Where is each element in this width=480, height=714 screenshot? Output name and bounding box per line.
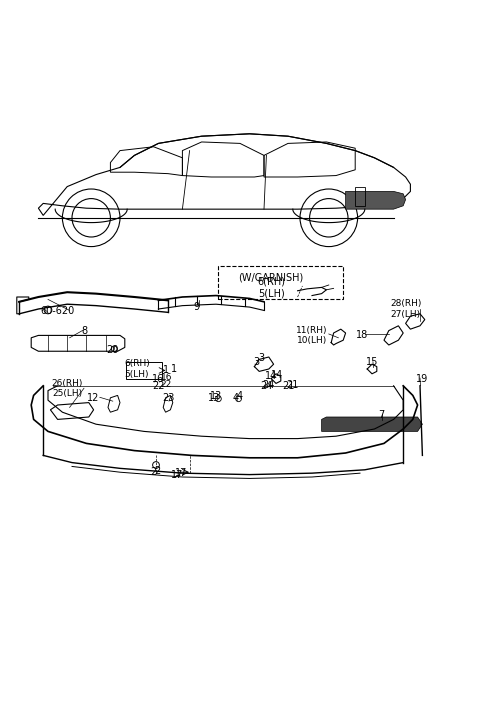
Text: 11(RH)
10(LH): 11(RH) 10(LH) bbox=[296, 326, 328, 345]
Text: 21: 21 bbox=[287, 380, 299, 390]
Text: 17: 17 bbox=[175, 468, 188, 478]
Text: 21: 21 bbox=[282, 381, 294, 391]
Text: 12: 12 bbox=[87, 393, 100, 403]
Text: 2: 2 bbox=[154, 466, 161, 476]
Text: (W/GARNISH): (W/GARNISH) bbox=[239, 273, 304, 283]
Text: 13: 13 bbox=[207, 393, 220, 403]
Text: 4: 4 bbox=[232, 393, 238, 403]
Text: 14: 14 bbox=[265, 371, 277, 381]
Text: 18: 18 bbox=[356, 331, 369, 341]
Text: 20: 20 bbox=[107, 345, 119, 355]
Text: 26(RH)
25(LH): 26(RH) 25(LH) bbox=[51, 378, 83, 398]
Text: 24: 24 bbox=[260, 381, 273, 391]
Text: 6(RH)
5(LH): 6(RH) 5(LH) bbox=[257, 276, 285, 298]
Text: 14: 14 bbox=[271, 371, 283, 381]
Text: 8: 8 bbox=[81, 326, 87, 336]
Text: 3: 3 bbox=[254, 357, 260, 367]
Text: 3: 3 bbox=[259, 353, 264, 363]
Text: 9: 9 bbox=[194, 301, 200, 311]
Text: 23: 23 bbox=[162, 393, 174, 403]
Text: 24: 24 bbox=[263, 380, 275, 390]
Polygon shape bbox=[322, 417, 422, 431]
Text: 19: 19 bbox=[416, 373, 429, 383]
Polygon shape bbox=[346, 191, 406, 209]
Text: 13: 13 bbox=[210, 391, 222, 401]
Text: 17: 17 bbox=[171, 470, 184, 480]
Text: 16: 16 bbox=[161, 373, 173, 382]
Text: 16: 16 bbox=[152, 373, 165, 383]
Text: 6(RH)
5(LH): 6(RH) 5(LH) bbox=[124, 359, 150, 378]
Text: 4: 4 bbox=[237, 391, 243, 401]
Text: 22: 22 bbox=[152, 381, 165, 391]
Text: 1: 1 bbox=[171, 364, 177, 374]
Text: 1: 1 bbox=[163, 365, 168, 375]
Text: 60-620: 60-620 bbox=[40, 306, 75, 316]
Text: 2: 2 bbox=[150, 467, 157, 477]
Text: 7: 7 bbox=[378, 410, 385, 420]
Text: 28(RH)
27(LH): 28(RH) 27(LH) bbox=[390, 299, 421, 318]
Text: 15: 15 bbox=[366, 357, 378, 367]
Text: 22: 22 bbox=[160, 381, 171, 389]
